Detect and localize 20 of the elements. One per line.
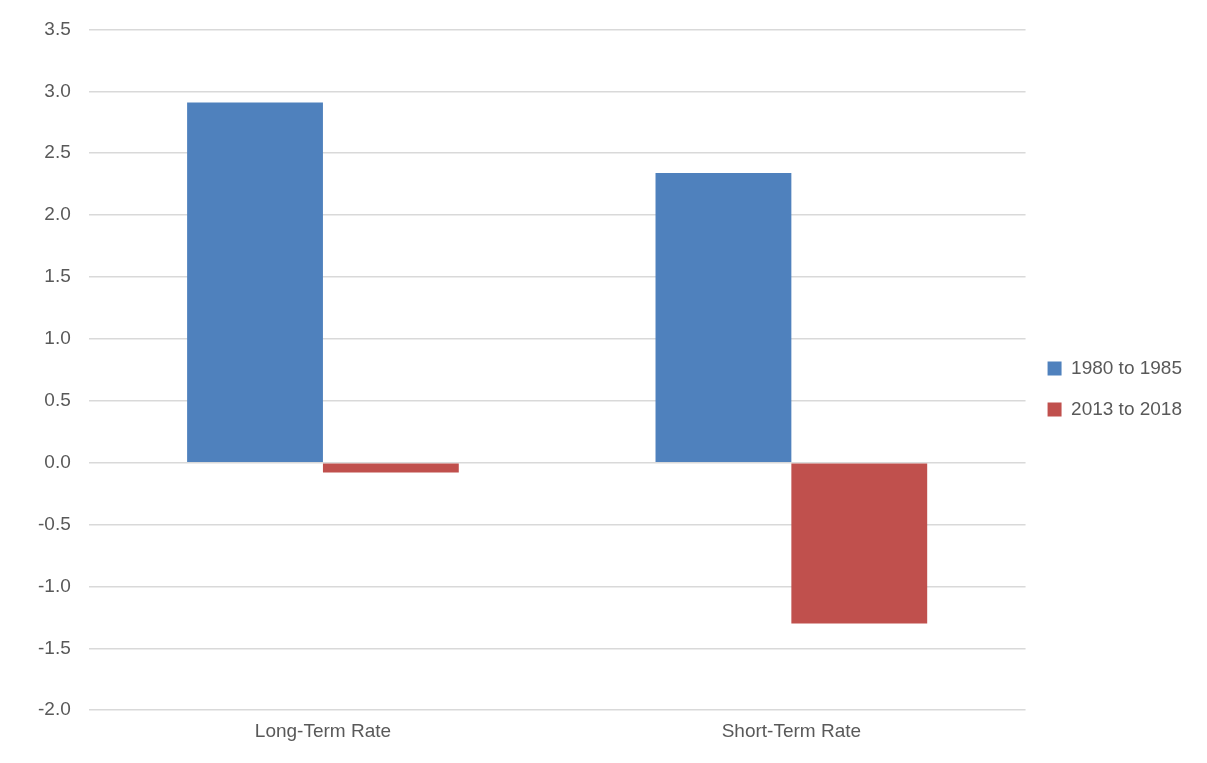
y-tick-label: -1.5 [37, 636, 71, 658]
y-tick-label: 1.0 [44, 327, 71, 349]
bar [187, 102, 323, 462]
bar [791, 463, 928, 624]
y-tick-label: 0.0 [44, 450, 71, 472]
y-tick-label: 3.0 [44, 79, 71, 101]
x-tick-label: Long-Term Rate [254, 719, 392, 741]
y-tick-label: -1.0 [37, 574, 71, 596]
y-tick-label: 0.5 [44, 388, 71, 410]
x-tick-label: Short-Term Rate [721, 719, 862, 741]
y-tick-label: 1.5 [44, 265, 71, 287]
legend-label: 1980 to 1985 [1071, 356, 1183, 378]
y-tick-label: -2.0 [37, 698, 71, 720]
y-tick-label: 2.5 [44, 141, 71, 163]
bar [322, 463, 459, 473]
legend-label: 2013 to 2018 [1071, 397, 1183, 419]
y-tick-label: -0.5 [37, 512, 71, 534]
bar [655, 172, 792, 462]
y-tick-label: 2.0 [44, 203, 71, 225]
y-tick-label: 3.5 [44, 17, 71, 39]
